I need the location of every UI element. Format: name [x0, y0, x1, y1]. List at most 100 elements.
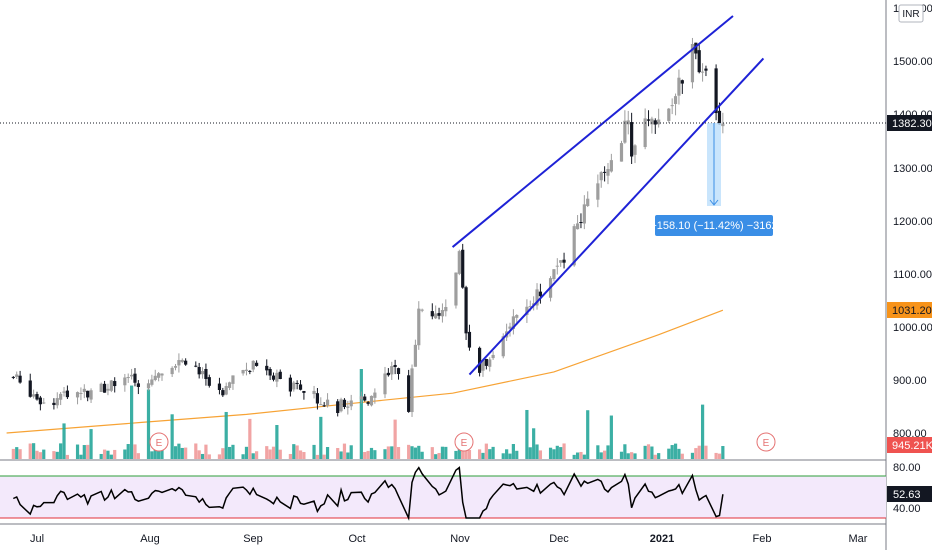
candle-body	[454, 272, 458, 306]
candle-body	[106, 388, 110, 391]
candles-layer	[11, 37, 725, 417]
volume-bar	[667, 448, 671, 459]
volume-bar	[700, 404, 705, 459]
candle-body	[42, 402, 46, 404]
candle-body	[275, 372, 279, 382]
channel-layer[interactable]	[451, 15, 765, 376]
candle-body	[184, 360, 188, 365]
volume-bar	[288, 453, 292, 459]
volume-bar	[298, 450, 303, 459]
currency-badge[interactable]: INR	[898, 4, 924, 23]
volume-bar	[619, 451, 624, 459]
volume-bar	[217, 454, 222, 459]
volume-bar	[690, 452, 695, 459]
time-axis[interactable]: Jul Aug Sep Oct Nov Dec 2021 Feb Mar	[30, 533, 868, 545]
measure-tool[interactable]: −158.10 (−11.42%) −3162	[650, 123, 778, 236]
volume-bar	[302, 452, 306, 459]
volume-bar	[89, 429, 93, 459]
candle-body	[630, 122, 634, 157]
measure-arrowhead	[709, 199, 719, 206]
volume-bar	[126, 444, 130, 459]
volume-bar	[532, 428, 536, 459]
candle-body	[89, 390, 93, 400]
price-tick: 1500.00	[893, 56, 932, 68]
candle-body	[302, 390, 306, 393]
candle-body	[315, 393, 320, 404]
volume-bar	[623, 444, 627, 459]
volume-bar	[417, 445, 421, 459]
candle-body	[393, 364, 397, 367]
candle-body	[86, 390, 90, 398]
volume-bar	[467, 449, 472, 459]
candle-body	[461, 249, 465, 288]
candle-body	[123, 377, 127, 386]
volume-bar	[434, 454, 438, 459]
volume-bar	[106, 450, 110, 459]
volume-bar	[505, 449, 509, 459]
candle-body	[113, 381, 117, 387]
volume-bar	[275, 425, 279, 459]
volume-bar	[491, 446, 495, 459]
candle-body	[278, 371, 282, 379]
volume-bar	[694, 448, 698, 459]
volume-bar	[535, 444, 539, 459]
candle-body	[342, 399, 347, 408]
volume-bar	[184, 447, 188, 459]
rsi-line	[12, 466, 724, 521]
candle-body	[511, 316, 515, 329]
candle-body	[559, 260, 563, 263]
candle-body	[477, 347, 482, 373]
volume-bar	[396, 447, 401, 459]
price-tick: 1000.00	[893, 322, 932, 334]
candle-body	[700, 71, 705, 73]
time-tick: Sep	[243, 533, 263, 545]
volume-bar	[109, 454, 113, 459]
ma-value-tag: 1031.20	[887, 302, 932, 318]
svg-text:52.63: 52.63	[893, 489, 921, 501]
candle-body	[657, 119, 661, 125]
time-tick: 2021	[650, 533, 674, 545]
candle-body	[413, 344, 418, 367]
svg-text:1382.30: 1382.30	[892, 118, 932, 130]
candle-body	[694, 42, 698, 54]
volume-bar	[420, 451, 424, 459]
candle-body	[386, 372, 390, 376]
candle-body	[440, 309, 445, 317]
candle-body	[396, 368, 401, 375]
volume-bar	[342, 443, 347, 459]
candle-body	[626, 120, 630, 125]
volume-bar	[194, 443, 198, 459]
candle-body	[160, 373, 164, 376]
volume-bar	[650, 446, 654, 459]
volume-bar	[461, 448, 465, 459]
candle-body	[434, 313, 438, 319]
volume-bar	[555, 445, 559, 459]
volume-bar	[511, 444, 515, 459]
volume-bar	[363, 451, 367, 459]
volume-bar	[18, 449, 22, 459]
candle-body	[535, 289, 539, 306]
volume-bar	[241, 454, 245, 459]
svg-text:E: E	[461, 438, 468, 449]
volume-bar	[670, 445, 674, 459]
candle-body	[312, 390, 316, 395]
volume-bar	[393, 419, 397, 459]
volume-bar	[231, 444, 235, 459]
earnings-marker[interactable]: E	[756, 432, 776, 452]
volume-bar	[59, 443, 63, 459]
channel-line	[468, 57, 765, 376]
candle-body	[555, 265, 559, 267]
volume-bar	[319, 416, 323, 459]
earnings-marker[interactable]: E	[454, 432, 474, 452]
volume-bar	[15, 447, 19, 459]
candle-body	[690, 44, 695, 83]
rsi-tick: 80.00	[893, 462, 921, 474]
volume-bar	[366, 450, 370, 459]
candle-body	[180, 359, 184, 363]
volume-bar	[488, 449, 492, 459]
volume-bar	[244, 446, 249, 459]
candle-body	[244, 369, 249, 371]
earnings-marker[interactable]: E	[149, 432, 169, 452]
